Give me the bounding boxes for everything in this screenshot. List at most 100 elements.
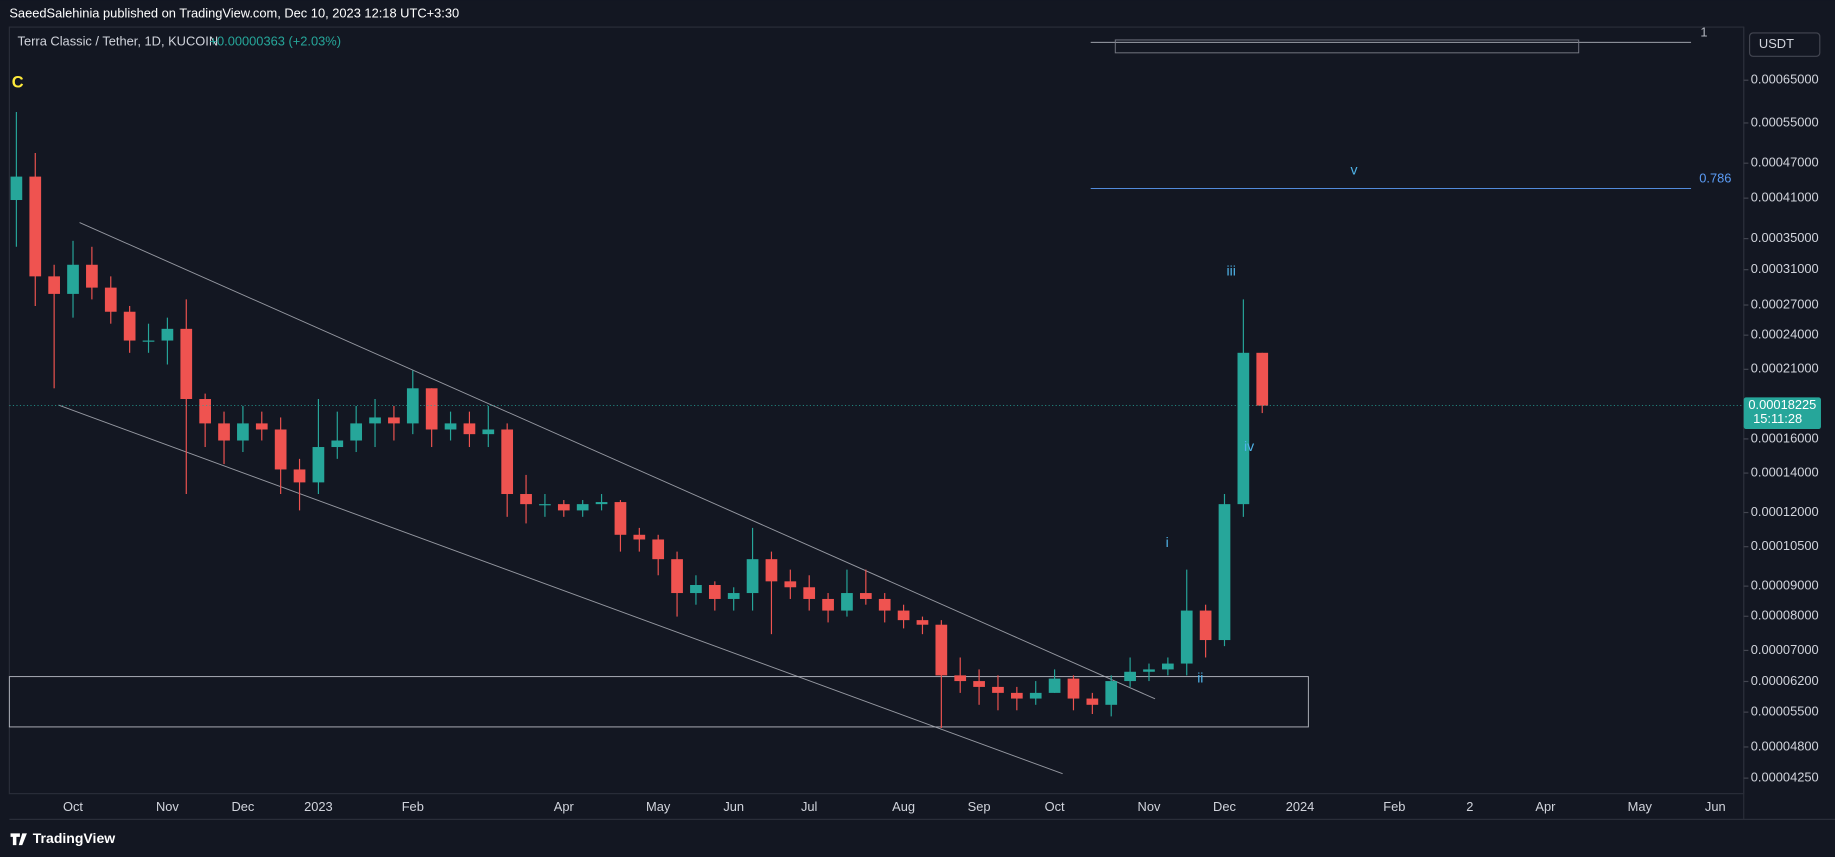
candle-body — [539, 504, 551, 506]
candle-body — [463, 423, 476, 435]
wave-label: iv — [1244, 438, 1254, 454]
y-tick-label: 0.00065000 — [1751, 72, 1819, 87]
x-tick-label: Dec — [231, 799, 254, 814]
candle-body — [1256, 352, 1269, 406]
candle-body — [180, 328, 193, 400]
currency-button[interactable] — [1748, 32, 1821, 57]
x-tick-label: Jul — [801, 799, 817, 814]
candle-body — [1143, 669, 1155, 672]
wave-label: i — [1166, 534, 1169, 550]
y-tick-label: 0.00027000 — [1751, 296, 1819, 311]
candle-body — [765, 559, 778, 582]
x-tick-label: May — [646, 799, 671, 814]
candle-body — [671, 559, 683, 594]
candle-body — [312, 447, 325, 483]
y-tick-label: 0.00006200 — [1751, 673, 1819, 688]
candle-body — [1162, 663, 1174, 670]
candle-body — [1124, 671, 1136, 682]
y-tick-label: 0.00008000 — [1751, 608, 1819, 623]
candle-body — [369, 417, 381, 424]
candle-body — [1237, 352, 1250, 505]
candle-body — [557, 504, 570, 511]
candle-body — [161, 328, 174, 341]
candle-body — [350, 423, 363, 441]
candle-body — [897, 610, 910, 621]
wave-label: C — [12, 74, 24, 92]
x-tick-label: 2 — [1466, 799, 1473, 814]
last-price-label: 0.00018225 — [1748, 397, 1816, 412]
y-tick-label: 0.00024000 — [1751, 327, 1819, 342]
x-tick-label: Feb — [402, 799, 424, 814]
x-tick-label: Apr — [554, 799, 575, 814]
y-tick-label: 0.00031000 — [1751, 261, 1819, 276]
candle-body — [293, 469, 306, 483]
x-tick-label: Nov — [1138, 799, 1161, 814]
symbol: Terra Classic / Tether, 1D, KUCOIN — [18, 34, 219, 49]
wave-label: iii — [1226, 262, 1235, 278]
candle-body — [973, 681, 985, 687]
y-tick-label: 0.00007000 — [1751, 642, 1819, 657]
candle-body — [992, 686, 1004, 693]
x-tick-label: 2024 — [1286, 799, 1315, 814]
candle-body — [406, 388, 419, 424]
x-tick-label: Jun — [723, 799, 744, 814]
candle-body — [935, 624, 948, 676]
candle-body — [1218, 504, 1231, 641]
x-tick-label: Jun — [1705, 799, 1726, 814]
x-tick-label: Apr — [1535, 799, 1556, 814]
y-tick-label: 0.00004250 — [1751, 770, 1819, 785]
candle-body — [1048, 678, 1061, 693]
candle-body — [388, 417, 400, 424]
candle-body — [954, 675, 967, 682]
countdown: 15:11:28 — [1753, 411, 1802, 426]
x-tick-label: Feb — [1383, 799, 1405, 814]
candle-body — [822, 598, 834, 611]
candle-body — [1105, 681, 1118, 705]
fib-label: 0.786 — [1699, 171, 1731, 186]
x-tick-label: Aug — [892, 799, 915, 814]
candle-body — [690, 584, 702, 594]
candle-body — [708, 584, 721, 599]
wave-label: ii — [1197, 670, 1203, 686]
candle-body — [1029, 692, 1042, 699]
brand[interactable]: TradingView — [33, 830, 115, 846]
channel-upper — [79, 222, 1156, 700]
x-tick-label: Oct — [63, 799, 83, 814]
candle-body — [878, 598, 891, 611]
candle-body — [86, 264, 98, 288]
x-tick-label: Nov — [156, 799, 179, 814]
brand-logo — [10, 833, 27, 846]
candle-body — [1180, 610, 1193, 664]
candle-body — [142, 340, 155, 342]
y-tick-label: 0.00014000 — [1751, 464, 1819, 479]
y-tick-label: 0.00005500 — [1751, 704, 1819, 719]
wave-label: v — [1351, 162, 1358, 178]
x-tick-label: Sep — [968, 799, 991, 814]
candle-body — [633, 534, 646, 540]
candle-body — [123, 311, 136, 341]
candle-body — [576, 504, 589, 511]
y-tick-label: 0.00004800 — [1751, 738, 1819, 753]
candle-body — [916, 620, 929, 625]
plot-area — [8, 26, 1745, 795]
y-tick-label: 0.00012000 — [1751, 504, 1819, 519]
x-tick-label: May — [1628, 799, 1653, 814]
y-tick-label: 0.00016000 — [1751, 430, 1819, 445]
candle-body — [1199, 610, 1212, 641]
currency[interactable]: USDT — [1759, 36, 1794, 51]
publisher: SaeedSalehinia published on TradingView.… — [9, 6, 459, 21]
last-price-box — [1743, 397, 1821, 429]
candle-body — [727, 593, 740, 599]
candle-body — [482, 429, 495, 435]
y-tick-label: 0.00041000 — [1751, 190, 1819, 205]
candle-body — [1067, 678, 1080, 699]
y-tick-label: 0.00009000 — [1751, 578, 1819, 593]
candle-body — [746, 559, 759, 594]
fib-label: 1 — [1700, 24, 1707, 39]
candle-body — [501, 429, 514, 495]
target-box — [1114, 39, 1580, 54]
channel-lower — [58, 404, 1063, 775]
candle-body — [29, 176, 42, 277]
candle-body — [10, 176, 23, 201]
candle-body — [444, 423, 457, 430]
